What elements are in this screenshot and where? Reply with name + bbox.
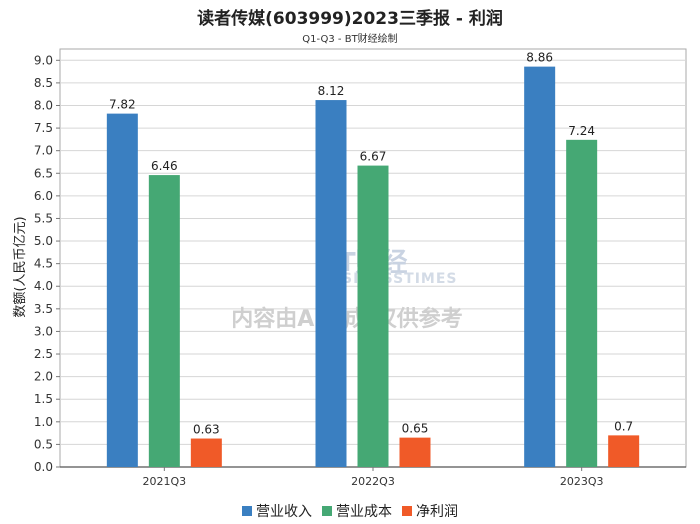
bar bbox=[608, 435, 640, 467]
bar bbox=[190, 438, 222, 467]
legend-swatch bbox=[402, 506, 412, 516]
y-tick-label: 0.5 bbox=[34, 437, 53, 451]
y-tick-label: 4.0 bbox=[34, 279, 53, 293]
y-axis-ticks: 0.0 0.5 1.0 1.5 2.0 2.5 3.0 3.5 4.0 4.5 5.0 5.5 6.0 6… bbox=[34, 53, 60, 474]
data-label: 0.65 bbox=[402, 422, 429, 436]
y-tick-label: 5.5 bbox=[34, 211, 53, 225]
legend-item: 营业成本 bbox=[322, 501, 392, 521]
y-tick-label: 1.0 bbox=[34, 415, 53, 429]
chart-title: 读者传媒(603999)2023三季报 - 利润 bbox=[197, 9, 503, 29]
chart-subtitle: Q1-Q3 - BT财经绘制 bbox=[302, 34, 398, 45]
bar bbox=[315, 100, 347, 467]
y-tick-label: 2.0 bbox=[34, 370, 53, 384]
x-category-label: 2022Q3 bbox=[351, 475, 395, 488]
y-tick-label: 1.5 bbox=[34, 392, 53, 406]
legend-swatch bbox=[242, 506, 252, 516]
data-label: 8.12 bbox=[318, 84, 345, 98]
legend-item: 营业收入 bbox=[242, 501, 312, 521]
y-axis-label: 数额(人民币亿元) bbox=[13, 216, 28, 317]
y-tick-label: 3.0 bbox=[34, 324, 53, 338]
watermark-notice: 内容由AI生成,仅供参考 bbox=[231, 306, 463, 332]
data-label: 6.67 bbox=[360, 150, 387, 164]
y-tick-label: 4.5 bbox=[34, 257, 53, 271]
y-tick-label: 0.0 bbox=[34, 460, 53, 474]
bar bbox=[399, 437, 431, 467]
y-tick-label: 6.5 bbox=[34, 166, 53, 180]
y-tick-label: 2.5 bbox=[34, 347, 53, 361]
y-tick-label: 8.0 bbox=[34, 98, 53, 112]
legend-item: 净利润 bbox=[402, 501, 458, 521]
data-label: 0.7 bbox=[614, 419, 633, 433]
x-category-label: 2021Q3 bbox=[143, 475, 187, 488]
legend-label: 营业成本 bbox=[336, 504, 392, 520]
y-tick-label: 7.0 bbox=[34, 144, 53, 158]
data-label: 7.24 bbox=[568, 124, 595, 138]
x-axis-categories: 2021Q3 2022Q3 2023Q3 bbox=[143, 467, 604, 488]
y-tick-label: 6.0 bbox=[34, 189, 53, 203]
bar bbox=[106, 113, 138, 467]
bar bbox=[148, 175, 180, 468]
data-label: 0.63 bbox=[193, 423, 220, 437]
y-tick-label: 9.0 bbox=[34, 53, 53, 67]
bar bbox=[566, 139, 598, 468]
y-tick-label: 3.5 bbox=[34, 302, 53, 316]
y-tick-label: 8.5 bbox=[34, 76, 53, 90]
bar bbox=[524, 66, 556, 468]
x-category-label: 2023Q3 bbox=[560, 475, 604, 488]
data-label: 6.46 bbox=[151, 159, 178, 173]
legend-label: 净利润 bbox=[416, 504, 458, 520]
bars: 7.82 6.46 0.63 8.12 6.67 0.65 8.86 7.24 0.7 bbox=[106, 51, 640, 468]
legend-label: 营业收入 bbox=[256, 504, 312, 520]
y-tick-label: 7.5 bbox=[34, 121, 53, 135]
data-label: 8.86 bbox=[526, 51, 553, 65]
bar bbox=[357, 165, 389, 467]
legend: 营业收入 营业成本 净利润 bbox=[0, 501, 700, 521]
data-label: 7.82 bbox=[109, 98, 136, 112]
y-tick-label: 5.0 bbox=[34, 234, 53, 248]
legend-swatch bbox=[322, 506, 332, 516]
watermark: BT财经 BUSINESSTIMES 内容由AI生成,仅供参考 bbox=[231, 247, 463, 332]
